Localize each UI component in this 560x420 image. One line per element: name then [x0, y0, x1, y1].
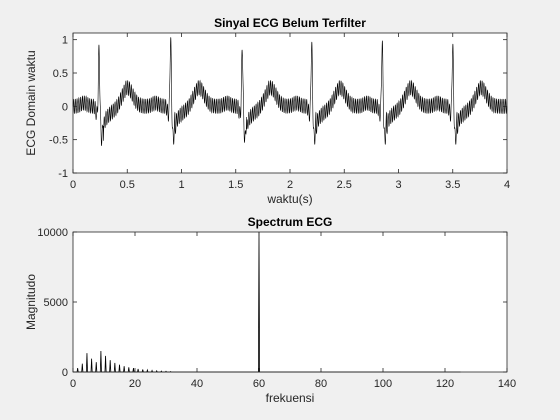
ecg-spectrum-xlabel: frekuensi: [266, 391, 315, 405]
ecg-time-title: Sinyal ECG Belum Terfilter: [214, 16, 366, 30]
x-tick-label: 0.5: [120, 179, 135, 191]
x-tick-label: 2: [287, 179, 293, 191]
ecg-spectrum-ticks: 0 20 40 60 80 100 120 140 0 5000 10000: [37, 227, 516, 390]
x-tick-label: 1: [178, 179, 184, 191]
x-tick-label: 80: [315, 378, 327, 390]
x-tick-label: 40: [191, 378, 203, 390]
x-tick-label: 100: [374, 378, 392, 390]
y-tick-label: 1: [62, 35, 68, 47]
x-tick-label: 0: [70, 378, 76, 390]
ecg-time-plot-area: [72, 37, 508, 146]
x-tick-label: 1.5: [228, 179, 243, 191]
x-tick-label: 3: [395, 179, 401, 191]
y-tick-label: 0: [62, 367, 68, 379]
ecg-time-ticks: 0 0.5 1 1.5 2 2.5 3 3.5 4 -1 -0.5 0 0.5 1: [49, 33, 510, 191]
y-tick-label: -1: [58, 168, 68, 180]
x-tick-label: 3.5: [445, 179, 460, 191]
ecg-spectrum-subplot: 0 20 40 60 80 100 120 140 0 5000 10000 Spectrum EC…: [24, 215, 516, 405]
ecg-signal-line: [72, 37, 508, 146]
x-tick-label: 0: [70, 179, 76, 191]
ecg-time-xlabel: waktu(s): [266, 192, 312, 206]
x-tick-label: 140: [498, 378, 516, 390]
ecg-spectrum-axes-background: [73, 232, 507, 372]
x-tick-label: 2.5: [337, 179, 352, 191]
ecg-spectrum-ylabel: Magnitudo: [24, 274, 38, 330]
y-tick-label: -0.5: [49, 135, 68, 147]
y-tick-label: 0: [62, 101, 68, 113]
y-tick-label: 5000: [44, 297, 68, 309]
x-tick-label: 20: [129, 378, 141, 390]
ecg-time-subplot: 0 0.5 1 1.5 2 2.5 3 3.5 4 -1 -0.5 0 0.5 1 Sinyal ECG …: [24, 16, 510, 206]
x-tick-label: 4: [504, 179, 510, 191]
x-tick-label: 120: [436, 378, 454, 390]
x-tick-label: 60: [253, 378, 265, 390]
ecg-time-ylabel: ECG Domain waktu: [24, 50, 38, 155]
y-tick-label: 0.5: [53, 68, 68, 80]
ecg-spectrum-title: Spectrum ECG: [248, 215, 333, 229]
y-tick-label: 10000: [37, 227, 68, 239]
